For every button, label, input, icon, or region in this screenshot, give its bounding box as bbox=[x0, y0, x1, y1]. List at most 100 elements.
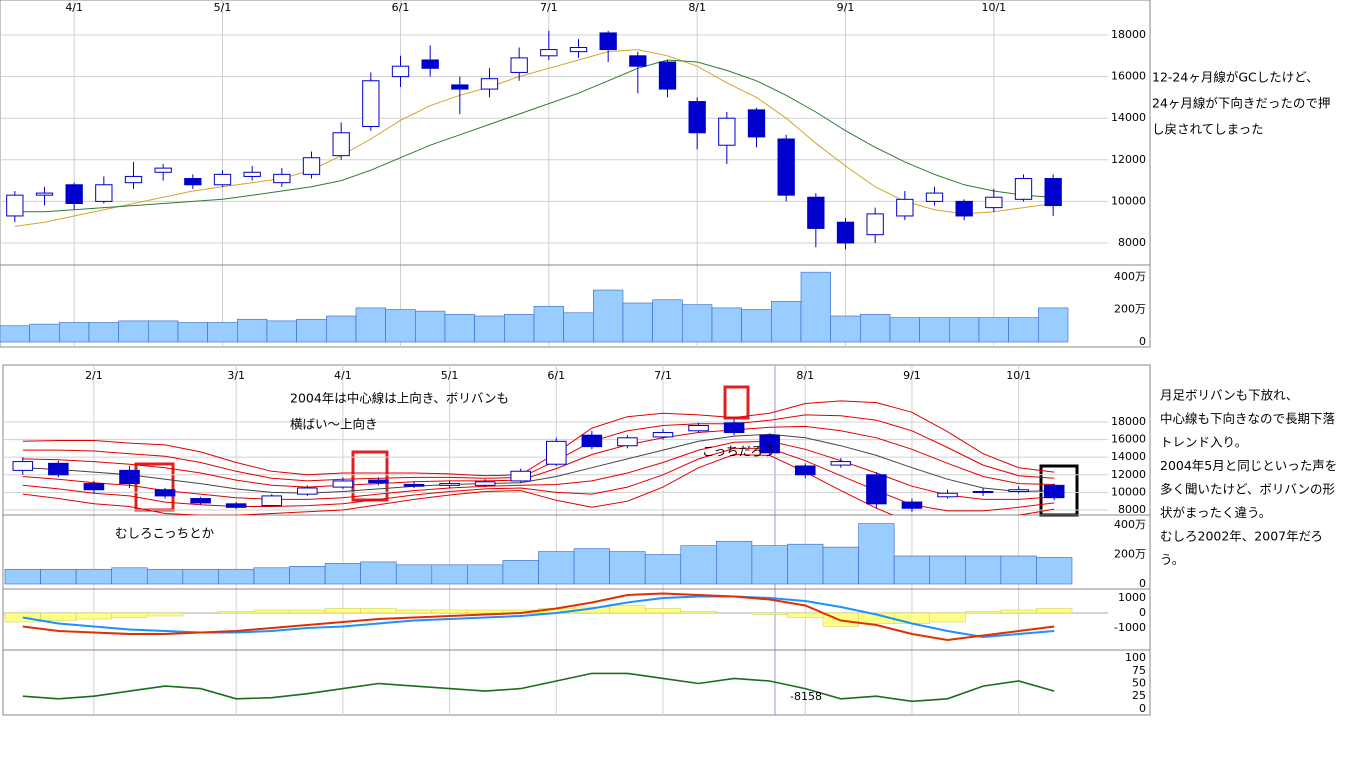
macd-histogram bbox=[893, 612, 930, 624]
x-tick-label: 5/1 bbox=[441, 369, 459, 382]
volume-bar bbox=[415, 310, 446, 343]
macd-histogram bbox=[40, 612, 77, 621]
volume-bar bbox=[118, 320, 149, 343]
side-note: う。 bbox=[1160, 552, 1184, 567]
y-tick-label: 12000 bbox=[1111, 153, 1146, 166]
volume-bar bbox=[573, 548, 610, 585]
y-tick-label: 0 bbox=[1139, 606, 1146, 619]
volume-bar bbox=[355, 307, 386, 343]
candle-body bbox=[421, 59, 439, 69]
y-tick-label: 18000 bbox=[1111, 415, 1146, 428]
candle-body bbox=[1044, 178, 1062, 207]
candle-body bbox=[866, 474, 887, 505]
side-note: 2004年5月と同じといった声を bbox=[1160, 458, 1337, 473]
y-tick-label: 16000 bbox=[1111, 433, 1146, 446]
volume-bar bbox=[964, 555, 1002, 585]
volume-bar bbox=[395, 564, 433, 585]
candle-body bbox=[599, 32, 617, 51]
candle-body bbox=[273, 173, 291, 184]
candle-body bbox=[213, 173, 232, 186]
candle-body bbox=[629, 55, 647, 67]
panel-frame bbox=[0, 0, 1151, 348]
volume-bar bbox=[146, 568, 184, 585]
candle-body bbox=[332, 480, 354, 488]
candle-body bbox=[1014, 178, 1033, 200]
volume-bar bbox=[1000, 555, 1037, 585]
x-tick-label: 7/1 bbox=[654, 369, 672, 382]
candle-body bbox=[901, 501, 923, 509]
candle-body bbox=[302, 157, 321, 175]
price-plot bbox=[6, 30, 1062, 250]
candle-body bbox=[297, 487, 318, 495]
macd-histogram bbox=[467, 609, 504, 614]
candle-body bbox=[391, 65, 410, 78]
volume-bar bbox=[822, 546, 859, 585]
volume-bar bbox=[538, 551, 575, 585]
macd-histogram bbox=[324, 608, 361, 614]
side-note: 12-24ヶ月線がGCしたけど、 bbox=[1152, 70, 1319, 85]
candle-body bbox=[154, 167, 172, 173]
macd-histogram bbox=[1036, 608, 1073, 614]
candle-body bbox=[403, 483, 425, 487]
y-tick-label: 400万 bbox=[1114, 518, 1146, 531]
volume-bar bbox=[75, 568, 112, 585]
volume-bar bbox=[682, 304, 713, 343]
volume-bar bbox=[111, 567, 148, 585]
candle-body bbox=[451, 84, 469, 90]
volume-bar bbox=[385, 309, 416, 343]
macd-histogram bbox=[111, 612, 148, 618]
volume-bar bbox=[741, 309, 772, 343]
candle-body bbox=[794, 465, 816, 476]
volume-bar bbox=[360, 561, 397, 585]
moving-average bbox=[14, 49, 1054, 227]
macd-histogram bbox=[965, 611, 1002, 614]
annotation: 2004年は中心線は上向き、ボリバンも bbox=[290, 391, 509, 406]
macd-histogram bbox=[644, 608, 682, 614]
volume-bar bbox=[949, 317, 980, 343]
x-tick-label: 4/1 bbox=[65, 1, 83, 14]
candle-body bbox=[540, 49, 558, 57]
band-line bbox=[22, 400, 1055, 477]
macd-histogram bbox=[680, 611, 717, 614]
x-tick-label: 9/1 bbox=[903, 369, 921, 382]
band-line bbox=[22, 425, 1055, 488]
volume-bar bbox=[771, 301, 802, 343]
y-tick-label: 16000 bbox=[1111, 70, 1146, 83]
candle-body bbox=[830, 461, 852, 466]
side-note: 中心線も下向きなので長期下落 bbox=[1160, 411, 1336, 426]
candle-body bbox=[1043, 484, 1065, 499]
candle-body bbox=[510, 57, 528, 73]
y-tick-label: 1000 bbox=[1118, 591, 1146, 604]
highlight-box bbox=[723, 385, 750, 420]
candle-body bbox=[759, 434, 780, 454]
candle-body bbox=[985, 196, 1003, 209]
y-tick-label: 10000 bbox=[1111, 194, 1146, 207]
volume-bar bbox=[1008, 317, 1039, 343]
macd-histogram bbox=[253, 609, 290, 614]
macd-histogram bbox=[395, 609, 433, 614]
x-tick-label: 3/1 bbox=[227, 369, 245, 382]
candle-body bbox=[480, 78, 499, 90]
y-tick-label: 12000 bbox=[1111, 468, 1146, 481]
candle-body bbox=[836, 221, 855, 244]
candle-body bbox=[261, 495, 283, 507]
volume-bar bbox=[893, 555, 931, 585]
candle-body bbox=[83, 483, 105, 491]
side-note: 月足ボリバンも下放れ、 bbox=[1160, 388, 1298, 403]
volume-bar bbox=[1038, 307, 1069, 343]
volume-bar bbox=[919, 317, 950, 343]
volume-bar bbox=[751, 545, 788, 585]
volume-bar bbox=[326, 315, 357, 343]
volume-bar bbox=[889, 317, 920, 343]
macd-histogram bbox=[431, 609, 468, 614]
macd-histogram bbox=[787, 612, 824, 618]
side-note: トレンド入り。 bbox=[1160, 435, 1247, 450]
y-tick-label: 0 bbox=[1139, 702, 1146, 715]
x-tick-label: 10/1 bbox=[981, 1, 1006, 14]
volume-bar bbox=[644, 554, 682, 585]
x-tick-label: 5/1 bbox=[214, 1, 232, 14]
candle-body bbox=[652, 432, 674, 438]
cursor-label: -8158 bbox=[790, 690, 822, 703]
